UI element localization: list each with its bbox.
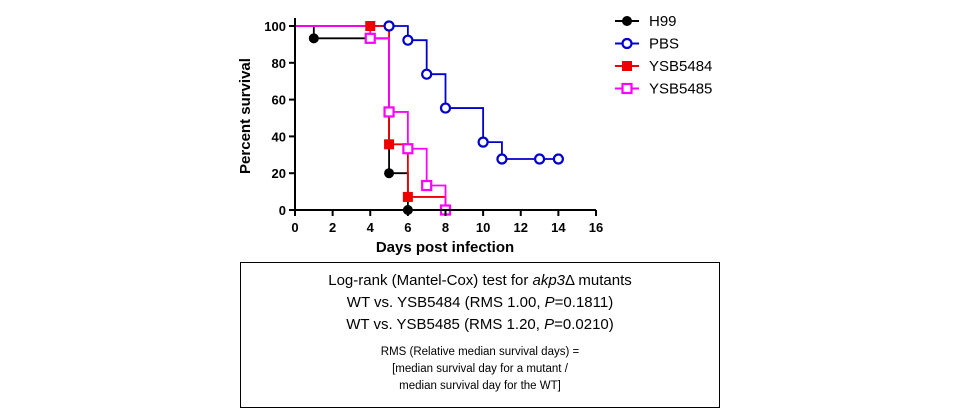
data-point-ysb5485 (421, 179, 433, 192)
legend-label-pbs: PBS (649, 36, 679, 53)
axes (294, 18, 596, 211)
data-point-ysb5484 (402, 191, 413, 202)
rms-note-line: RMS (Relative median survival days) = (380, 346, 580, 358)
comparison-prefix: WT vs. YSB5484 (RMS 1.00, (346, 294, 545, 311)
legend: H99 PBS YSB5484 YSB5485 (615, 13, 712, 98)
y-tick-label: 60 (272, 93, 286, 108)
data-point-pbs (421, 68, 433, 80)
legend-label-h99: H99 (649, 13, 677, 30)
x-tick-label: 0 (291, 220, 298, 235)
legend-marker-pbs (621, 37, 633, 50)
stats-title: Log-rank (Mantel-Cox) test for akp3Δ mut… (241, 270, 719, 292)
rms-note-line: median survival day for the WT] (399, 380, 561, 392)
y-tick-label: 0 (279, 203, 286, 218)
data-point-pbs (496, 153, 508, 165)
x-axis-title: Days post infection (376, 239, 514, 256)
x-tick-label: 6 (404, 220, 411, 235)
legend-label-ysb5485: YSB5485 (649, 81, 712, 98)
y-tick-label: 100 (264, 19, 286, 34)
x-tick-label: 10 (476, 220, 490, 235)
data-point-ysb5485 (402, 143, 414, 155)
p-label: P (544, 316, 555, 333)
legend-marker-ysb5485 (621, 82, 633, 95)
x-tick-label: 14 (551, 220, 566, 235)
data-point-h99 (308, 33, 319, 44)
axis-ticks: 0 2 4 6 8 10 12 14 16 0 20 40 60 80 100 (264, 19, 603, 235)
rms-note-line: [median survival day for a mutant / (392, 363, 568, 375)
data-point-pbs (383, 20, 395, 32)
comparison-prefix: WT vs. YSB5485 (RMS 1.20, (346, 316, 545, 333)
comparison-ysb5484: WT vs. YSB5484 (RMS 1.00, P=0.1811) (241, 292, 719, 314)
data-point-pbs (533, 153, 546, 165)
log-rank-stats-box: Log-rank (Mantel-Cox) test for akp3Δ mut… (240, 262, 720, 408)
stats-title-suffix: Δ mutants (565, 272, 632, 289)
y-tick-label: 20 (272, 166, 286, 181)
x-tick-label: 12 (514, 220, 528, 235)
p-value: =0.1811) (554, 294, 614, 311)
x-tick-label: 4 (367, 220, 375, 235)
x-tick-label: 2 (329, 220, 336, 235)
x-tick-label: 16 (589, 220, 603, 235)
legend-marker-ysb5484 (622, 61, 632, 71)
data-point-pbs (552, 153, 564, 165)
p-value: =0.0210) (554, 316, 614, 333)
legend-label-ysb5484: YSB5484 (649, 58, 712, 75)
legend-marker-h99 (622, 16, 632, 26)
series-line-h99 (295, 25, 409, 210)
y-tick-label: 80 (272, 56, 286, 71)
data-point-pbs (402, 34, 414, 46)
p-label: P (544, 294, 555, 311)
data-point-ysb5484 (384, 139, 395, 150)
data-point-ysb5485 (364, 32, 376, 44)
data-point-h99 (384, 168, 395, 179)
x-tick-label: 8 (442, 220, 449, 235)
comparison-ysb5485: WT vs. YSB5485 (RMS 1.20, P=0.0210) (241, 314, 719, 336)
data-point-pbs (477, 136, 489, 148)
series-line-pbs (295, 25, 559, 160)
survival-chart: 0 2 4 6 8 10 12 14 16 0 20 40 60 80 100 Days post infe… (237, 13, 712, 256)
y-tick-label: 40 (272, 129, 286, 144)
stats-title-prefix: Log-rank (Mantel-Cox) test for (328, 272, 533, 289)
data-point-ysb5485 (383, 106, 395, 118)
data-point-pbs (439, 102, 452, 114)
stats-title-gene: akp3 (532, 272, 566, 289)
y-axis-title: Percent survival (237, 58, 254, 174)
data-point-ysb5484 (365, 21, 376, 31)
